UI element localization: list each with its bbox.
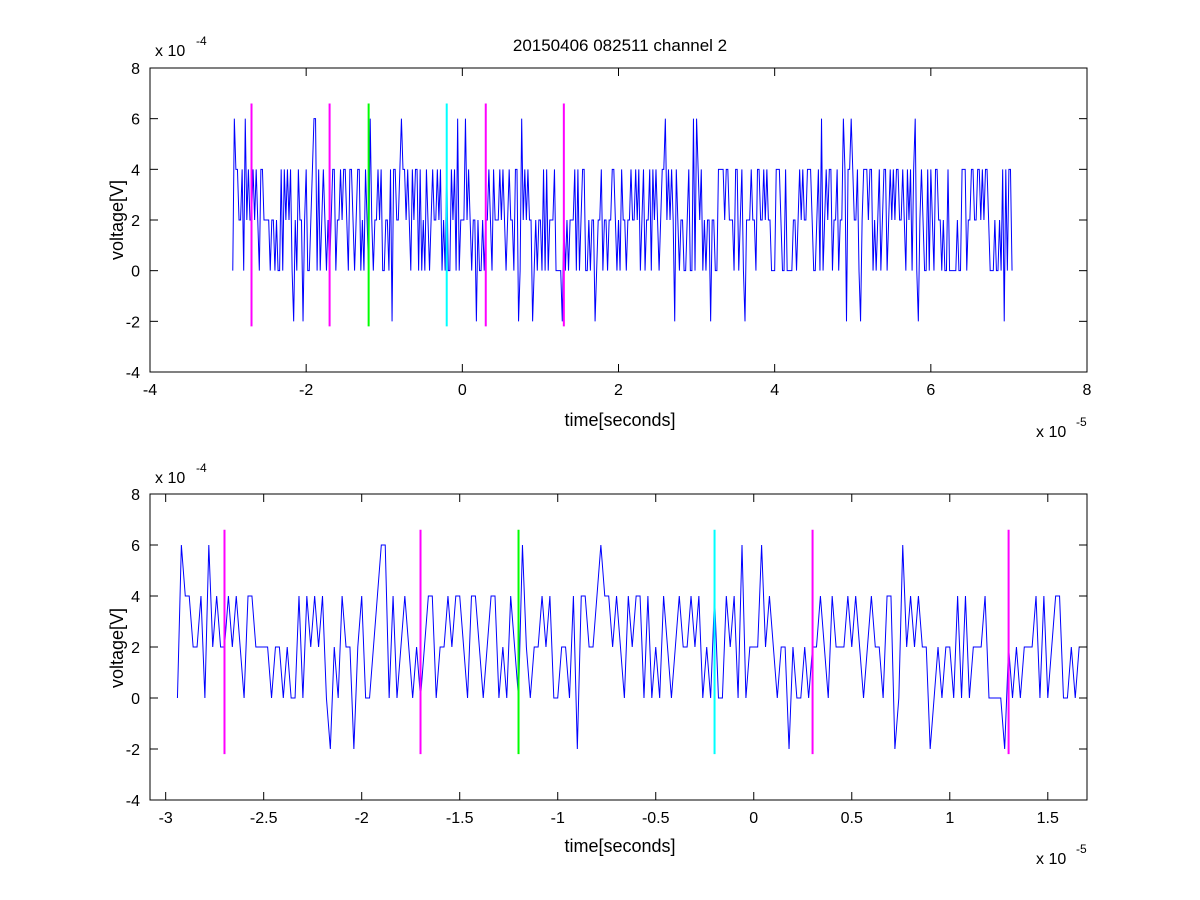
bottom-plot-signal [176, 544, 1084, 750]
y-tick-label: 8 [131, 61, 140, 78]
y-multiplier-exponent: -4 [196, 34, 207, 48]
bottom-plot-y-axis-label: voltage[V] [107, 608, 127, 688]
y-tick-label: 8 [131, 487, 140, 504]
bottom-plot-y-multiplier: x 10 -4 [155, 461, 207, 487]
y-tick-label: 2 [131, 213, 140, 230]
y-tick-label: 0 [131, 691, 140, 708]
y-tick-label: 0 [131, 264, 140, 281]
top-plot-y-axis-label: voltage[V] [107, 180, 127, 260]
x-tick-label: 1 [945, 810, 954, 827]
x-tick-label: -1 [551, 810, 565, 827]
bottom-plot-markers [223, 529, 1010, 755]
top-plot-markers [250, 103, 565, 327]
top-plot-y-ticks: -4 -2 0 2 4 6 8 [126, 61, 1087, 382]
y-tick-label: -4 [126, 365, 140, 382]
x-tick-label: 6 [926, 382, 935, 399]
x-tick-label: 2 [614, 382, 623, 399]
y-tick-label: -2 [126, 742, 140, 759]
y-multiplier-base: x 10 [155, 470, 185, 487]
x-tick-label: -0.5 [642, 810, 670, 827]
y-tick-label: 2 [131, 640, 140, 657]
signal-line [232, 118, 1013, 322]
x-tick-label: -2 [299, 382, 313, 399]
bottom-plot: -3 -2.5 -2 -1.5 -1 -0.5 0 0.5 1 1.5 -4 -2 0 2 4 6 8 tim… [107, 461, 1088, 868]
x-tick-label: -4 [143, 382, 157, 399]
x-multiplier-base: x 10 [1036, 424, 1066, 441]
x-tick-label: -2.5 [250, 810, 278, 827]
y-tick-label: 4 [131, 162, 140, 179]
top-plot-signal [232, 118, 1013, 322]
x-multiplier-base: x 10 [1036, 851, 1066, 868]
signal-line [176, 544, 1084, 750]
y-multiplier-base: x 10 [155, 43, 185, 60]
y-tick-label: 6 [131, 538, 140, 555]
x-tick-label: 0 [749, 810, 758, 827]
top-plot-title: 20150406 082511 channel 2 [513, 36, 727, 55]
x-tick-label: 0 [458, 382, 467, 399]
x-tick-label: 1.5 [1037, 810, 1059, 827]
top-plot-y-multiplier: x 10 -4 [155, 34, 207, 60]
x-multiplier-exponent: -5 [1076, 415, 1087, 429]
y-tick-label: 6 [131, 112, 140, 129]
y-tick-label: -4 [126, 793, 140, 810]
x-tick-label: -3 [159, 810, 173, 827]
x-tick-label: -2 [355, 810, 369, 827]
top-plot-x-multiplier: x 10 -5 [1036, 415, 1087, 441]
x-multiplier-exponent: -5 [1076, 842, 1087, 856]
bottom-plot-x-multiplier: x 10 -5 [1036, 842, 1087, 868]
top-plot-x-ticks: -4 -2 0 2 4 6 8 [143, 68, 1092, 399]
y-tick-label: -2 [126, 314, 140, 331]
x-tick-label: 0.5 [841, 810, 863, 827]
bottom-plot-x-axis-label: time[seconds] [564, 836, 675, 856]
x-tick-label: 4 [770, 382, 779, 399]
x-tick-label: -1.5 [446, 810, 474, 827]
x-tick-label: 8 [1083, 382, 1092, 399]
top-plot-x-axis-label: time[seconds] [564, 410, 675, 430]
y-tick-label: 4 [131, 589, 140, 606]
bottom-plot-x-ticks: -3 -2.5 -2 -1.5 -1 -0.5 0 0.5 1 1.5 [159, 494, 1059, 827]
bottom-plot-y-ticks: -4 -2 0 2 4 6 8 [126, 487, 1087, 810]
top-plot: 20150406 082511 channel 2 -4 -2 0 2 4 6 8 -4 -2… [107, 34, 1092, 441]
y-multiplier-exponent: -4 [196, 461, 207, 475]
